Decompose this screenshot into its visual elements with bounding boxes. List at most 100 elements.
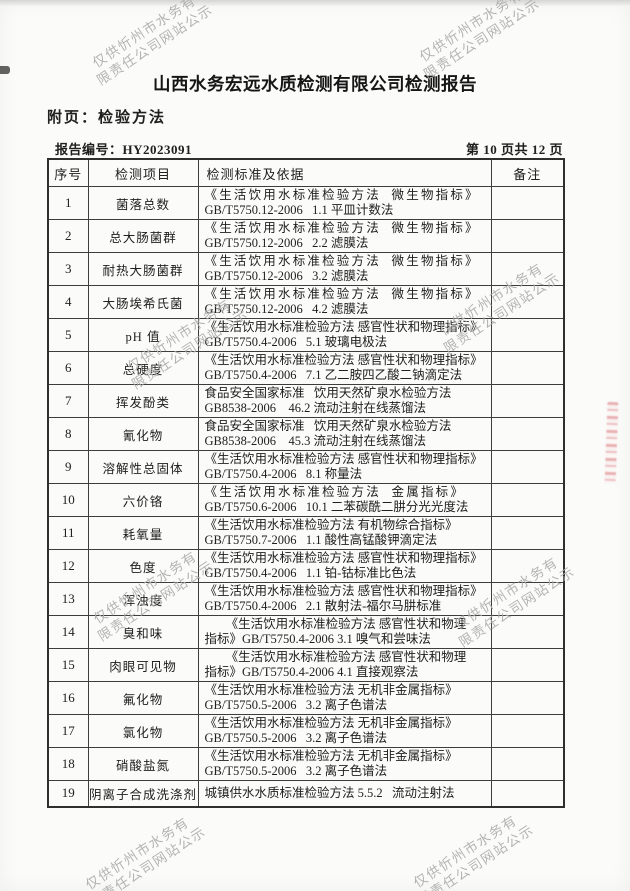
standard-line1: 《生活饮用水标准检验方法 无机非金属指标》 [204, 683, 458, 697]
table-row: 6 总硬度 《生活饮用水标准检验方法 感官性状和物理指标》 GB/T5750.4… [47, 351, 565, 385]
standard-line1: 《生活饮用水标准检验方法 感官性状和物理指标》 [204, 584, 483, 598]
standard-line1: 《生活饮用水标准检验方法 感官性状和物理指标》 [204, 551, 483, 565]
row-number: 6 [47, 351, 89, 385]
standard-line2: GB/T5750.6-2006 10.1 二苯碳酰二肼分光光度法 [204, 500, 469, 514]
standard-line2: GB/T5750.12-2006 1.1 平皿计数法 [204, 203, 394, 217]
row-item: 总大肠菌群 [87, 219, 199, 253]
table-row: 19 阴离子合成洗涤剂 城镇供水水质标准检验方法 5.5.2 流动注射法 [47, 780, 565, 807]
table-row: 4 大肠埃希氏菌 《生活饮用水标准检验方法 微生物指标》 GB/T5750.12… [47, 285, 565, 319]
standard-line1: 《生活饮用水标准检验方法 感官性状和物理指标》 [204, 353, 483, 367]
standard-line2: GB/T5750.12-2006 3.2 滤膜法 [204, 269, 369, 283]
row-number: 5 [47, 318, 89, 352]
row-item: 挥发酚类 [87, 384, 199, 418]
table-row: 11 耗氧量 《生活饮用水标准检验方法 有机物综合指标》 GB/T5750.7-… [47, 516, 565, 550]
row-standard: 《生活饮用水标准检验方法 微生物指标》 GB/T5750.12-2006 2.2… [197, 219, 492, 253]
row-number: 1 [47, 186, 89, 220]
row-standard: 食品安全国家标准 饮用天然矿泉水检验方法 GB8538-2006 45.3 流动… [197, 417, 492, 451]
row-number: 10 [47, 483, 89, 517]
row-remark [490, 615, 565, 649]
row-standard: 《生活饮用水标准检验方法 感官性状和物理 指标》GB/T5750.4-2006 … [197, 648, 492, 682]
col-header-standard: 检测标准及依据 [197, 158, 492, 187]
row-remark [490, 483, 565, 517]
watermark-line2: 限责任公司网站公示 [415, 821, 537, 891]
row-number: 14 [47, 615, 89, 649]
row-item: 溶解性总固体 [87, 450, 199, 484]
row-standard: 《生活饮用水标准检验方法 微生物指标》 GB/T5750.12-2006 4.2… [197, 285, 492, 319]
standard-line1: 《生活饮用水标准检验方法 感官性状和物理指标》 [204, 320, 483, 334]
row-standard: 《生活饮用水标准检验方法 感官性状和物理指标》 GB/T5750.4-2006 … [197, 351, 492, 385]
standard-line2: GB/T5750.5-2006 3.2 离子色谱法 [204, 764, 388, 778]
standard-line1: 《生活饮用水标准检验方法 微生物指标》 [204, 287, 480, 301]
col-header-no: 序号 [47, 158, 89, 187]
row-item: 六价铬 [87, 483, 199, 517]
standard-line1: 《生活饮用水标准检验方法 微生物指标》 [204, 221, 480, 235]
row-item: 氯化物 [87, 714, 199, 748]
row-standard: 《生活饮用水标准检验方法 感官性状和物理指标》 GB/T5750.4-2006 … [197, 582, 492, 616]
scan-top-edge [0, 0, 630, 6]
row-number: 19 [47, 780, 89, 807]
row-number: 7 [47, 384, 89, 418]
row-number: 4 [47, 285, 89, 319]
row-remark [490, 516, 565, 550]
watermark-line1: 仅供忻州市水务有 [89, 0, 199, 71]
row-item: 耐热大肠菌群 [87, 252, 199, 286]
watermark-line1: 仅供忻州市水务有 [416, 0, 526, 65]
watermark: 仅供忻州市水务有 限责任公司网站公示 [416, 0, 577, 82]
standard-line2: GB/T5750.4-2006 2.1 散射法-福尔马肼标准 [204, 599, 442, 613]
appendix-subtitle: 附页：检验方法 [47, 110, 167, 126]
standard-line1: 城镇供水水质标准检验方法 5.5.2 流动注射法 [204, 785, 455, 800]
row-remark [490, 318, 565, 352]
standard-line2: GB/T5750.5-2006 3.2 离子色谱法 [204, 731, 388, 745]
row-remark [490, 351, 565, 385]
row-standard: 《生活饮用水标准检验方法 感官性状和物理 指标》GB/T5750.4-2006 … [197, 615, 492, 649]
standard-line1: 《生活饮用水标准检验方法 无机非金属指标》 [204, 716, 458, 730]
row-item: 大肠埃希氏菌 [87, 285, 199, 319]
col-header-remark: 备注 [490, 158, 565, 187]
row-remark [490, 714, 565, 748]
row-number: 12 [47, 549, 89, 583]
table-row: 9 溶解性总固体 《生活饮用水标准检验方法 感官性状和物理指标》 GB/T575… [47, 450, 565, 484]
table-row: 10 六价铬 《生活饮用水标准检验方法 金属指标》 GB/T5750.6-200… [47, 483, 565, 517]
row-standard: 《生活饮用水标准检验方法 微生物指标》 GB/T5750.12-2006 3.2… [197, 252, 492, 286]
table-row: 7 挥发酚类 食品安全国家标准 饮用天然矿泉水检验方法 GB8538-2006 … [47, 384, 565, 418]
table-row: 18 硝酸盐氮 《生活饮用水标准检验方法 无机非金属指标》 GB/T5750.5… [47, 747, 565, 781]
table-row: 17 氯化物 《生活饮用水标准检验方法 无机非金属指标》 GB/T5750.5-… [47, 714, 565, 748]
standard-line2: GB/T5750.7-2006 1.1 酸性高锰酸钾滴定法 [204, 533, 438, 547]
row-standard: 《生活饮用水标准检验方法 无机非金属指标》 GB/T5750.5-2006 3.… [197, 747, 492, 781]
row-remark [490, 186, 565, 220]
row-remark [490, 747, 565, 781]
watermark-line2: 限责任公司网站公示 [87, 823, 209, 891]
table-row: 1 菌落总数 《生活饮用水标准检验方法 微生物指标》 GB/T5750.12-2… [47, 186, 565, 220]
standard-line2: GB/T5750.4-2006 7.1 乙二胺四乙酸二钠滴定法 [204, 368, 463, 382]
row-standard: 食品安全国家标准 饮用天然矿泉水检验方法 GB8538-2006 46.2 流动… [197, 384, 492, 418]
standard-line1: 《生活饮用水标准检验方法 微生物指标》 [204, 254, 480, 268]
standard-line2: GB/T5750.4-2006 1.1 铂-钴标准比色法 [204, 566, 417, 580]
standard-line1: 《生活饮用水标准检验方法 感官性状和物理指标》 [204, 452, 483, 466]
standard-line1: 《生活饮用水标准检验方法 无机非金属指标》 [204, 749, 458, 763]
page-indicator: 第 10 页共 12 页 [465, 142, 563, 157]
row-remark [490, 219, 565, 253]
row-item: 臭和味 [87, 615, 199, 649]
standard-line2: 指标》GB/T5750.4-2006 3.1 嗅气和尝味法 [204, 632, 431, 646]
row-number: 9 [47, 450, 89, 484]
row-remark [490, 549, 565, 583]
row-number: 3 [47, 252, 89, 286]
table-header-row: 序号 检测项目 检测标准及依据 备注 [47, 158, 565, 187]
row-standard: 《生活饮用水标准检验方法 感官性状和物理指标》 GB/T5750.4-2006 … [197, 549, 492, 583]
standard-line2: GB/T5750.12-2006 4.2 滤膜法 [204, 302, 369, 316]
table-row: 5 pH 值 《生活饮用水标准检验方法 感官性状和物理指标》 GB/T5750.… [47, 318, 565, 352]
standard-line2: GB/T5750.5-2006 3.2 离子色谱法 [204, 698, 388, 712]
meta-line: 报告编号：HY2023091 第 10 页共 12 页 [55, 139, 563, 158]
row-standard: 《生活饮用水标准检验方法 感官性状和物理指标》 GB/T5750.4-2006 … [197, 318, 492, 352]
row-remark [490, 285, 565, 319]
row-standard: 《生活饮用水标准检验方法 无机非金属指标》 GB/T5750.5-2006 3.… [197, 714, 492, 748]
row-item: 浑浊度 [87, 582, 199, 616]
row-number: 15 [47, 648, 89, 682]
row-item: 总硬度 [87, 351, 199, 385]
row-number: 17 [47, 714, 89, 748]
report-number: 报告编号：HY2023091 [55, 142, 193, 157]
standard-line2: GB8538-2006 46.2 流动注射在线蒸馏法 [204, 401, 427, 415]
col-header-item: 检测项目 [87, 158, 199, 187]
red-seal-fragment-icon [604, 401, 619, 485]
row-standard: 《生活饮用水标准检验方法 微生物指标》 GB/T5750.12-2006 1.1… [197, 186, 492, 220]
